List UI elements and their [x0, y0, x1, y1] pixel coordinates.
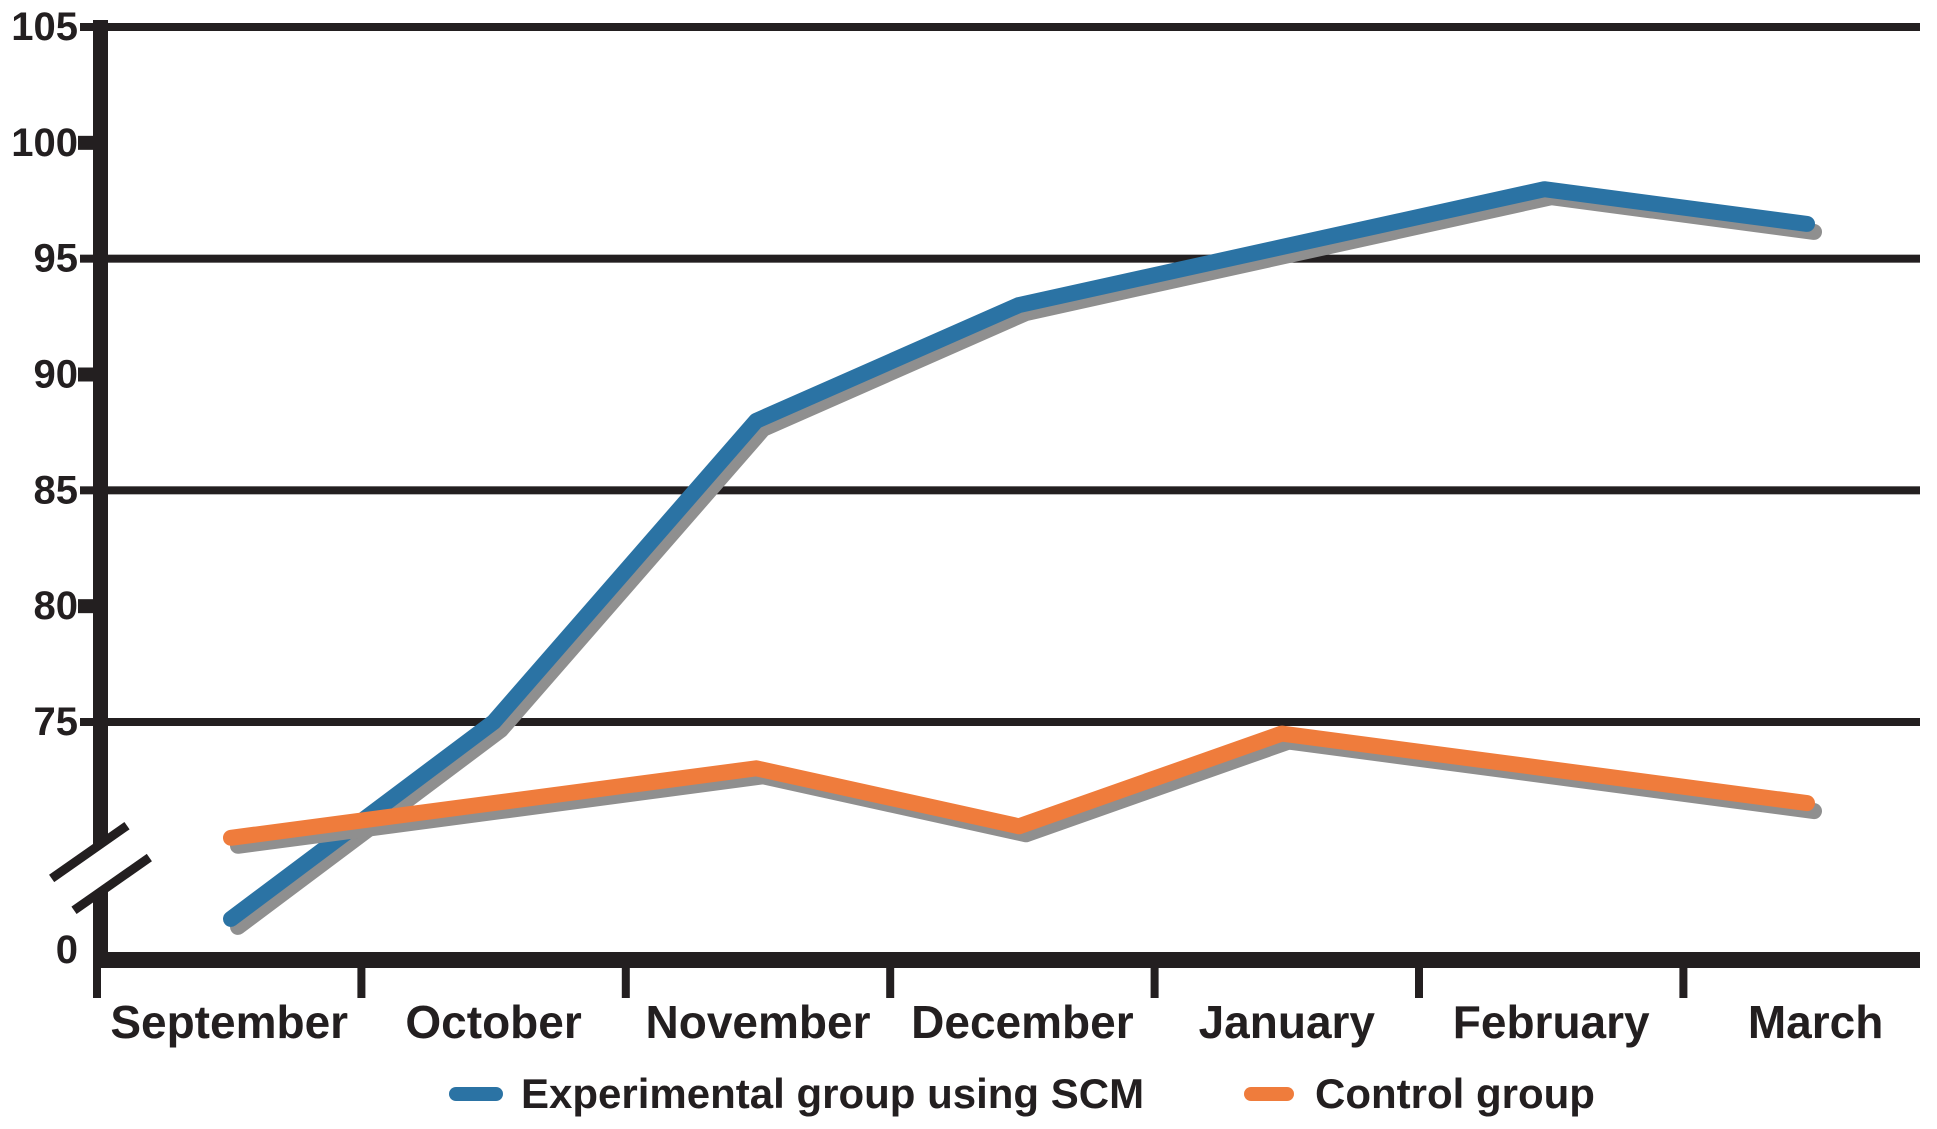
x-tick-4: [1150, 968, 1159, 998]
data-series-group: [223, 181, 1822, 935]
x-axis-label-november: November: [646, 996, 871, 1048]
gridline-y-95: [80, 254, 1920, 263]
y-axis-line: [93, 20, 108, 968]
y-axis-label-95: 95: [34, 237, 79, 281]
y-tick-80: [78, 599, 94, 614]
gridline-y-75: [80, 718, 1920, 726]
x-tick-3: [886, 968, 895, 998]
y-axis-labels-group: 105 100 95 90 85 80 75 0: [11, 5, 78, 972]
y-axis-label-105: 105: [11, 5, 78, 49]
x-tick-2: [621, 968, 630, 998]
y-axis-label-75: 75: [34, 700, 79, 744]
y-ticks-group: [78, 135, 94, 614]
axis-break-glyph: [49, 821, 152, 915]
x-tick-5: [1415, 968, 1423, 998]
x-axis-label-september: September: [110, 996, 348, 1048]
y-axis-label-100: 100: [11, 121, 78, 165]
x-axis-label-october: October: [405, 996, 581, 1048]
gridline-y-105: [80, 23, 1920, 31]
axis-break-gap: [53, 827, 148, 909]
x-tick-0: [93, 968, 101, 998]
axis-break-icon: [49, 821, 152, 915]
axis-break-stroke-bottom: [71, 853, 152, 915]
x-tick-6: [1679, 968, 1688, 998]
x-axis-label-december: December: [911, 996, 1134, 1048]
y-axis-label-0: 0: [56, 928, 78, 972]
x-ticks-group: [93, 968, 1688, 998]
y-tick-90: [78, 367, 94, 382]
y-tick-100: [78, 135, 94, 150]
axes-group: [93, 20, 1920, 968]
y-axis-label-90: 90: [34, 353, 79, 397]
gridline-y-85: [80, 486, 1920, 495]
y-axis-label-80: 80: [34, 584, 79, 628]
x-tick-1: [357, 968, 366, 998]
gridlines-group: [80, 23, 1920, 726]
x-axis-label-january: January: [1199, 996, 1376, 1048]
x-axis-label-february: February: [1453, 996, 1650, 1048]
x-axis-label-march: March: [1748, 996, 1883, 1048]
series-line-experimental: [223, 181, 1815, 927]
x-axis-labels-group: September October November December January F…: [110, 996, 1883, 1048]
axis-break-stroke-top: [49, 821, 130, 883]
series-line-control: [223, 725, 1815, 846]
y-axis-label-85: 85: [34, 468, 79, 512]
x-axis-line: [93, 952, 1920, 968]
